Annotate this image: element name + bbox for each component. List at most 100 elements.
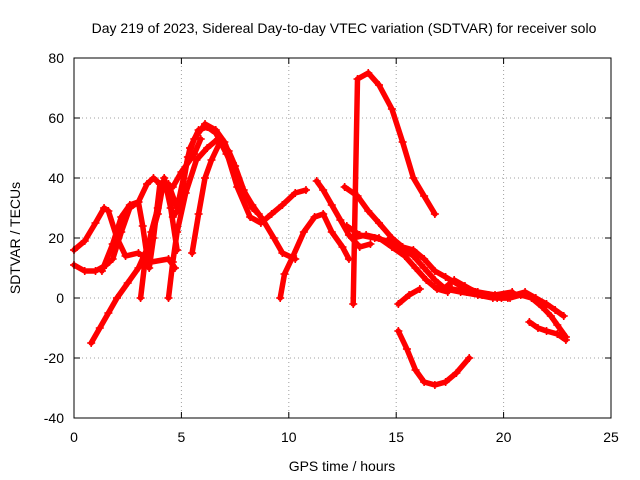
data-point bbox=[387, 105, 396, 113]
data-point bbox=[394, 300, 403, 308]
data-point bbox=[248, 204, 257, 212]
data-point bbox=[134, 198, 143, 206]
data-point bbox=[533, 324, 542, 332]
data-point bbox=[143, 180, 152, 188]
x-tick-label: 10 bbox=[281, 429, 297, 445]
data-point bbox=[254, 210, 263, 218]
series-pass-l bbox=[349, 231, 452, 296]
data-point bbox=[460, 282, 469, 290]
data-point bbox=[364, 69, 373, 77]
data-point bbox=[276, 294, 285, 302]
data-point bbox=[319, 186, 328, 194]
data-point bbox=[441, 273, 450, 281]
data-point bbox=[104, 309, 113, 317]
data-point bbox=[231, 162, 240, 170]
data-point bbox=[97, 267, 106, 275]
data-point bbox=[465, 354, 474, 362]
data-point bbox=[190, 135, 199, 143]
series-pass-o bbox=[394, 285, 424, 308]
data-point bbox=[80, 267, 89, 275]
data-point bbox=[430, 381, 439, 389]
series-pass-q bbox=[435, 282, 570, 341]
data-point bbox=[121, 252, 130, 260]
data-point bbox=[140, 258, 149, 266]
axis-ticks: 0 5 10 15 20 25 -40 -20 0 20 40 60 80 bbox=[44, 50, 619, 445]
data-point bbox=[430, 267, 439, 275]
data-point bbox=[398, 138, 407, 146]
series-pass-n bbox=[394, 327, 474, 389]
data-point bbox=[181, 189, 190, 197]
data-point bbox=[546, 312, 555, 320]
data-point bbox=[450, 276, 459, 284]
data-point bbox=[344, 231, 353, 239]
data-point bbox=[280, 270, 289, 278]
data-point bbox=[183, 153, 192, 161]
data-point bbox=[134, 249, 143, 257]
data-point bbox=[278, 201, 287, 209]
data-point bbox=[216, 138, 225, 146]
data-point bbox=[168, 213, 177, 221]
data-point bbox=[278, 249, 287, 257]
x-tick-label: 25 bbox=[603, 429, 619, 445]
y-tick-label: 40 bbox=[48, 170, 64, 186]
data-point bbox=[375, 234, 384, 242]
data-point bbox=[538, 303, 547, 311]
data-point bbox=[420, 192, 429, 200]
data-point bbox=[95, 324, 104, 332]
series-pass-i bbox=[312, 177, 375, 251]
x-tick-label: 20 bbox=[496, 429, 512, 445]
data-point bbox=[108, 255, 117, 263]
data-point bbox=[340, 183, 349, 191]
data-point bbox=[409, 174, 418, 182]
data-point bbox=[310, 213, 319, 221]
y-tick-label: 0 bbox=[56, 290, 64, 306]
data-point bbox=[420, 264, 429, 272]
y-tick-label: 20 bbox=[48, 230, 64, 246]
data-point bbox=[211, 126, 220, 134]
data-point bbox=[301, 186, 310, 194]
data-point bbox=[312, 177, 321, 185]
data-point bbox=[435, 282, 444, 290]
data-point bbox=[561, 336, 570, 344]
data-point bbox=[164, 294, 173, 302]
data-point bbox=[349, 300, 358, 308]
data-point bbox=[409, 252, 418, 260]
series-pass-g bbox=[188, 138, 263, 257]
data-point bbox=[411, 366, 420, 374]
data-point bbox=[123, 279, 132, 287]
data-point bbox=[542, 327, 551, 335]
data-point bbox=[125, 201, 134, 209]
data-point bbox=[441, 378, 450, 386]
y-axis-label: SDTVAR / TECUs bbox=[7, 182, 23, 294]
data-point bbox=[134, 264, 143, 272]
chart-title: Day 219 of 2023, Sidereal Day-to-day VTE… bbox=[92, 20, 597, 36]
data-point bbox=[158, 180, 167, 188]
data-point bbox=[527, 294, 536, 302]
data-point bbox=[405, 291, 414, 299]
data-point bbox=[91, 219, 100, 227]
data-point bbox=[411, 264, 420, 272]
data-point bbox=[289, 252, 298, 260]
data-point bbox=[387, 243, 396, 251]
data-point bbox=[551, 306, 560, 314]
data-point bbox=[246, 213, 255, 221]
data-point bbox=[104, 207, 113, 215]
data-point bbox=[553, 321, 562, 329]
x-tick-label: 15 bbox=[388, 429, 404, 445]
data-point bbox=[201, 120, 210, 128]
data-point bbox=[291, 189, 300, 197]
series-pass-m bbox=[349, 69, 439, 308]
data-point bbox=[108, 240, 117, 248]
data-point bbox=[394, 327, 403, 335]
data-point bbox=[338, 243, 347, 251]
series-trace bbox=[395, 328, 472, 388]
data-point bbox=[353, 75, 362, 83]
data-point bbox=[153, 204, 162, 212]
data-point bbox=[400, 252, 409, 260]
data-point bbox=[516, 291, 525, 299]
data-point bbox=[364, 207, 373, 215]
data-point bbox=[559, 312, 568, 320]
data-point bbox=[269, 234, 278, 242]
x-axis-label: GPS time / hours bbox=[289, 458, 396, 474]
